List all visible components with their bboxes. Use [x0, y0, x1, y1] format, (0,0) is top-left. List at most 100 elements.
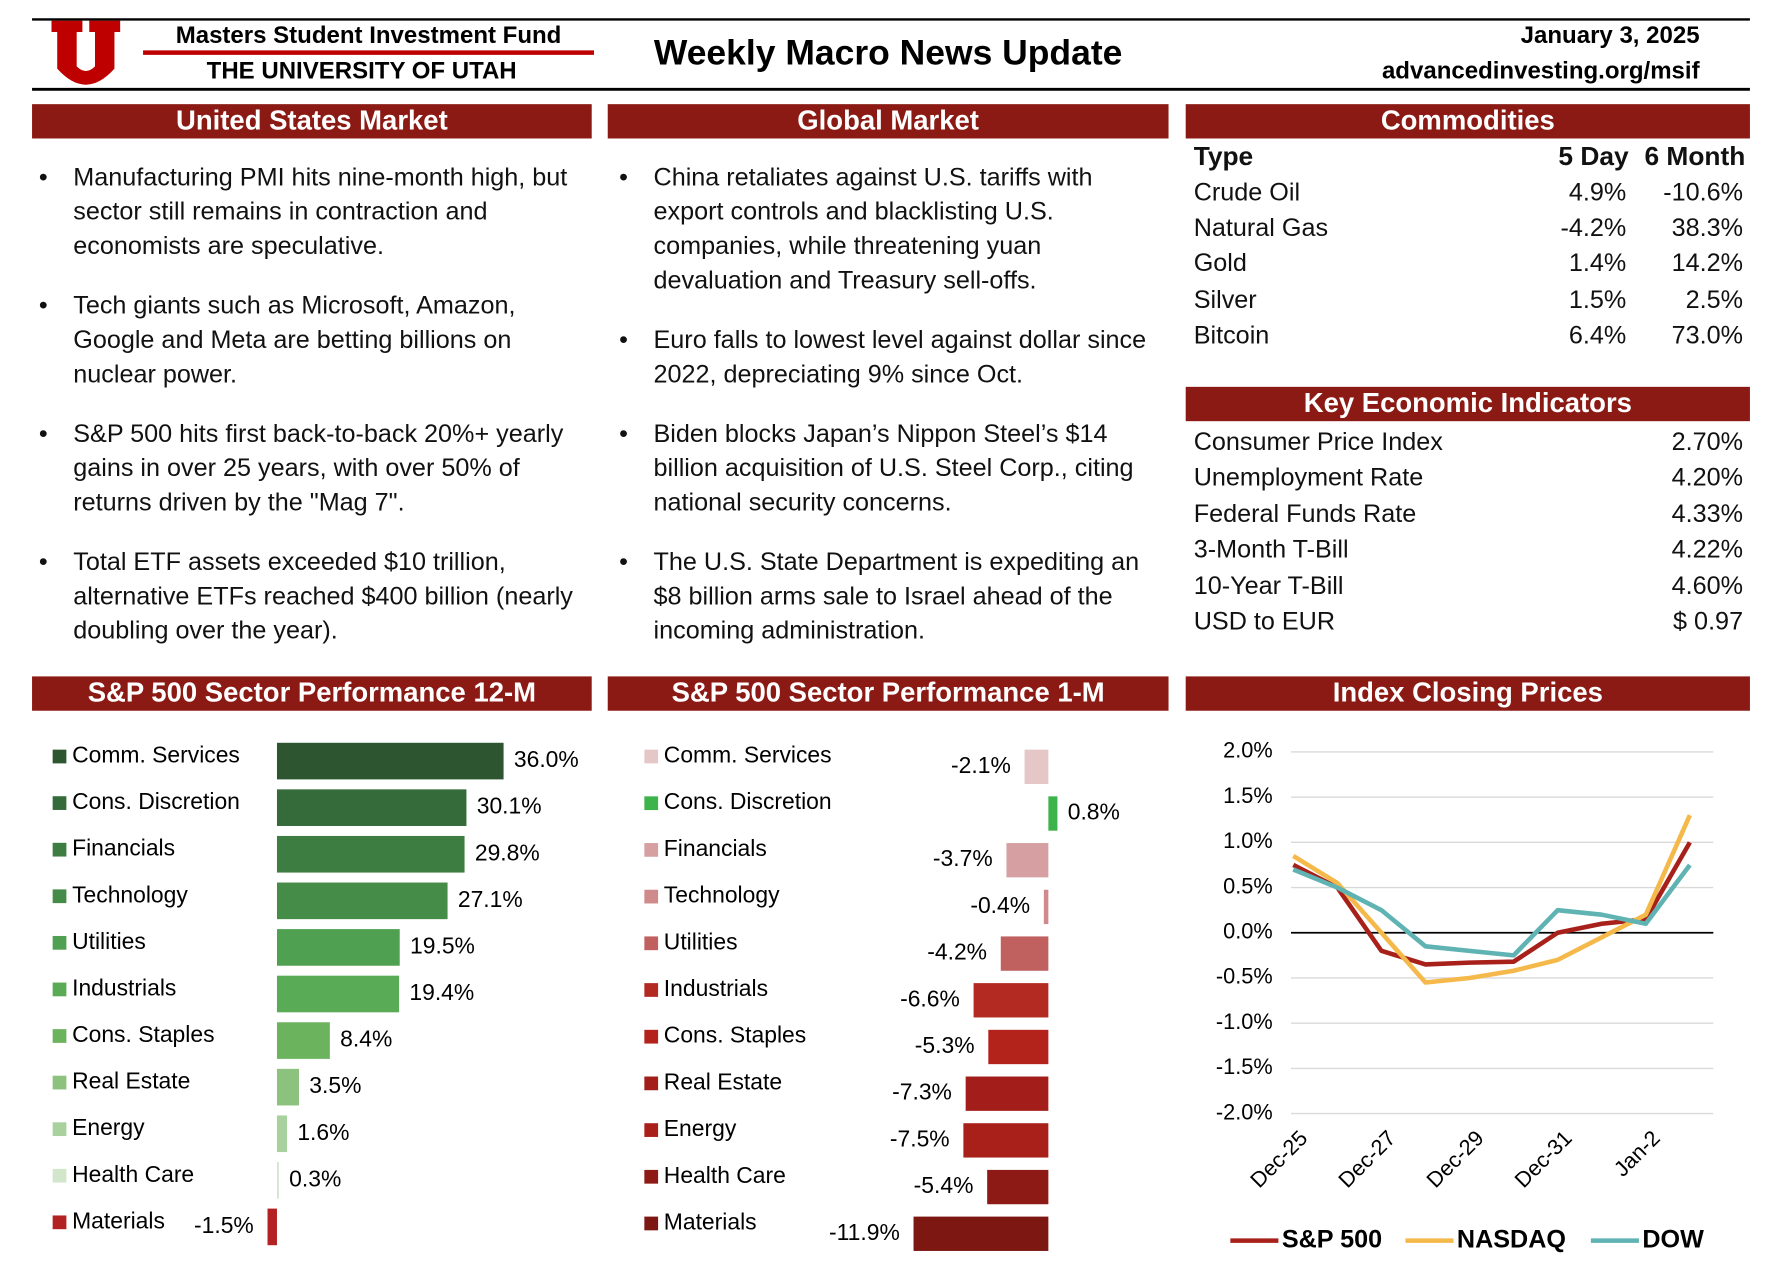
legend-swatch — [52, 796, 67, 810]
legend-swatch — [52, 889, 67, 904]
category-label: Cons. Discretion — [72, 788, 240, 814]
table-cell: -4.2% — [1560, 213, 1627, 242]
logo — [51, 20, 121, 85]
column-header: Type — [1193, 140, 1254, 171]
table-cell: Bitcoin — [1193, 320, 1270, 349]
y-tick-label: 0.0% — [1223, 919, 1273, 944]
legend-swatch — [644, 843, 659, 857]
page-title: Weekly Macro News Update — [654, 32, 1123, 72]
value-label: 36.0% — [514, 746, 579, 772]
bullet: Euro falls to lowest level against dolla… — [612, 323, 1161, 392]
y-tick-label: -2.0% — [1216, 1099, 1273, 1124]
value-label: 29.8% — [475, 839, 540, 865]
category-label: Cons. Staples — [72, 1021, 214, 1047]
y-tick-label: 1.0% — [1223, 828, 1273, 853]
org-name: Masters Student Investment Fund — [176, 22, 562, 49]
table-cell: Crude Oil — [1193, 177, 1301, 207]
value-label: -0.4% — [970, 892, 1030, 918]
y-tick-label: -1.0% — [1216, 1009, 1273, 1034]
table-cell: 1.4% — [1568, 248, 1627, 278]
table-cell: Natural Gas — [1193, 213, 1329, 242]
legend-label: DOW — [1642, 1225, 1704, 1253]
legend-swatch — [644, 889, 659, 904]
category-label: Cons. Discretion — [664, 788, 832, 814]
legend-swatch — [52, 842, 67, 857]
table-cell: 3-Month T-Bill — [1193, 534, 1349, 564]
bar — [965, 1076, 1049, 1111]
value-label: -6.6% — [900, 985, 960, 1011]
bar — [276, 882, 448, 920]
value-label: -2.1% — [951, 752, 1011, 778]
section-header: S&P 500 Sector Performance 1-M — [607, 676, 1169, 711]
table-cell: 10-Year T-Bill — [1193, 570, 1344, 600]
bar — [276, 1162, 279, 1199]
legend-swatch — [644, 1029, 659, 1044]
bullet: S&P 500 hits first back-to-back 20%+ yea… — [32, 417, 597, 520]
legend-swatch — [52, 1075, 67, 1090]
bar — [1048, 796, 1058, 831]
value-label: 27.1% — [458, 886, 523, 912]
table-cell: USD to EUR — [1193, 606, 1336, 636]
category-label: Technology — [664, 882, 780, 908]
bar — [988, 1029, 1049, 1065]
legend-swatch — [52, 982, 67, 997]
legend-swatch — [644, 749, 659, 764]
section-header: Global Market — [607, 104, 1169, 139]
legend-swatch — [644, 1216, 659, 1231]
table-cell: 38.3% — [1671, 213, 1744, 242]
category-label: Energy — [72, 1114, 145, 1140]
table-cell: 2.5% — [1685, 284, 1744, 314]
bar — [276, 1022, 330, 1059]
bar — [267, 1208, 277, 1246]
bar — [973, 983, 1049, 1018]
table-cell: -10.6% — [1663, 177, 1744, 207]
category-label: Utilities — [72, 928, 146, 954]
category-label: Real Estate — [664, 1068, 782, 1094]
table-cell: Consumer Price Index — [1193, 426, 1443, 456]
section-header: S&P 500 Sector Performance 12-M — [32, 676, 592, 711]
bullet: Tech giants such as Microsoft, Amazon, G… — [32, 288, 597, 391]
section-header: United States Market — [32, 104, 592, 139]
y-tick-label: 2.0% — [1223, 738, 1273, 763]
value-label: 19.5% — [410, 932, 475, 958]
value-label: -7.3% — [892, 1079, 952, 1105]
category-label: Industrials — [664, 975, 768, 1001]
table-cell: 14.2% — [1671, 248, 1744, 278]
category-label: Health Care — [664, 1162, 786, 1188]
value-label: 8.4% — [340, 1026, 392, 1052]
value-label: -11.9% — [829, 1219, 900, 1245]
column-header: 5 Day — [1558, 140, 1629, 171]
table-cell: 2.70% — [1671, 426, 1744, 456]
category-label: Financials — [664, 835, 767, 861]
series-line — [1292, 814, 1692, 985]
table-cell: 4.22% — [1671, 534, 1744, 564]
y-tick-label: 0.5% — [1223, 873, 1273, 898]
value-label: -3.7% — [933, 845, 993, 871]
category-label: Materials — [664, 1209, 757, 1235]
legend-swatch — [644, 1169, 659, 1184]
bar — [1006, 843, 1049, 878]
value-label: -4.2% — [927, 939, 987, 965]
column-header: 6 Month — [1644, 140, 1746, 171]
x-tick-label: Jan-2 — [1609, 1125, 1665, 1181]
bar — [276, 742, 504, 780]
bar — [1000, 936, 1049, 971]
table-cell: 73.0% — [1671, 320, 1744, 349]
bullet-list: China retaliates against U.S. tariffs wi… — [612, 160, 1161, 673]
value-label: 0.8% — [1068, 799, 1120, 825]
category-label: Materials — [72, 1207, 165, 1233]
table-cell: Silver — [1193, 284, 1257, 314]
category-label: Financials — [72, 835, 175, 861]
legend-swatch — [52, 1215, 67, 1230]
x-tick-label: Dec-25 — [1245, 1125, 1312, 1192]
value-label: 3.5% — [309, 1072, 361, 1098]
bar — [276, 929, 400, 966]
bar — [963, 1123, 1049, 1158]
bar — [276, 835, 465, 873]
bar — [1043, 889, 1049, 925]
x-tick-label: Dec-31 — [1509, 1125, 1576, 1192]
value-label: 19.4% — [409, 979, 474, 1005]
category-label: Technology — [72, 881, 188, 907]
legend-swatch — [52, 1029, 67, 1043]
legend-swatch — [52, 1168, 67, 1183]
